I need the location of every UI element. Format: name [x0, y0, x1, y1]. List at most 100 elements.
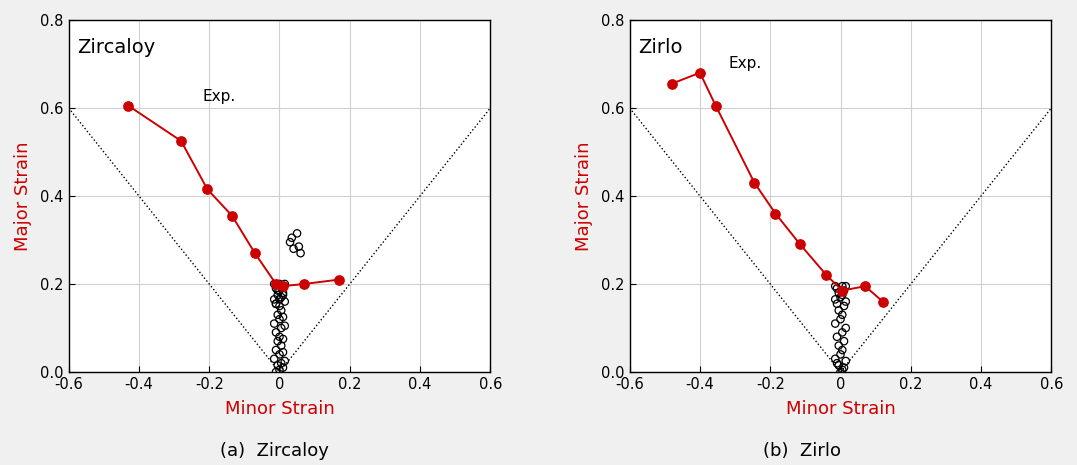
Point	[295, 280, 312, 288]
Point	[276, 322, 293, 330]
Point	[272, 324, 290, 332]
Text: (a)  Zircaloy: (a) Zircaloy	[220, 442, 330, 460]
Point	[247, 249, 264, 257]
Point	[271, 333, 289, 340]
Point	[267, 280, 284, 288]
Point	[831, 351, 849, 358]
Point	[827, 355, 844, 363]
Point	[271, 351, 289, 358]
Point	[271, 280, 289, 288]
Point	[834, 287, 851, 294]
Point	[276, 357, 293, 365]
Point	[275, 289, 292, 297]
Text: Zirlo: Zirlo	[639, 38, 683, 57]
Point	[834, 329, 851, 336]
Point	[827, 282, 844, 290]
Point	[827, 296, 844, 303]
Point	[837, 282, 854, 290]
Text: Exp.: Exp.	[728, 56, 761, 71]
Point	[269, 362, 286, 369]
X-axis label: Minor Strain: Minor Strain	[785, 400, 895, 418]
Point	[828, 359, 845, 367]
Point	[836, 302, 853, 310]
Text: Zircaloy: Zircaloy	[78, 38, 155, 57]
Point	[271, 302, 289, 310]
Text: Exp.: Exp.	[202, 89, 236, 104]
Point	[269, 338, 286, 345]
Point	[792, 241, 809, 248]
Point	[834, 282, 851, 290]
Point	[745, 179, 763, 186]
Point	[837, 298, 854, 306]
Point	[289, 230, 306, 237]
Point	[271, 296, 289, 303]
Point	[828, 300, 845, 307]
Point	[828, 333, 845, 340]
Point	[272, 306, 290, 314]
Point	[856, 282, 873, 290]
Point	[269, 287, 286, 294]
Point	[836, 287, 853, 294]
Point	[269, 291, 286, 299]
Point	[290, 243, 307, 250]
Point	[285, 245, 303, 252]
Point	[271, 287, 289, 294]
Point	[708, 102, 725, 109]
Point	[830, 342, 848, 349]
Point	[266, 355, 283, 363]
Point	[269, 311, 286, 319]
Point	[292, 249, 309, 257]
Point	[281, 239, 298, 246]
Point	[834, 291, 851, 299]
Point	[691, 69, 709, 76]
Point	[120, 102, 137, 109]
Point	[817, 272, 835, 279]
Point	[275, 291, 292, 299]
Point	[266, 280, 283, 288]
Point	[266, 320, 283, 327]
Point	[276, 298, 293, 306]
X-axis label: Minor Strain: Minor Strain	[225, 400, 334, 418]
Point	[836, 338, 853, 345]
Point	[331, 276, 348, 283]
Point	[275, 364, 292, 372]
Point	[267, 300, 284, 307]
Point	[272, 282, 290, 290]
Point	[663, 80, 681, 87]
Point	[223, 212, 240, 219]
Point	[267, 368, 284, 376]
Point	[275, 335, 292, 343]
Point	[830, 306, 848, 314]
Point	[837, 324, 854, 332]
Point	[827, 320, 844, 327]
Point	[834, 346, 851, 354]
Point	[276, 280, 293, 288]
Point	[834, 311, 851, 319]
Point	[830, 289, 848, 297]
Point	[283, 234, 300, 241]
Point	[267, 329, 284, 336]
Point	[267, 346, 284, 354]
Point	[831, 315, 849, 323]
Point	[272, 293, 290, 301]
Point	[267, 285, 284, 292]
Point	[834, 366, 851, 373]
Text: (b)  Zirlo: (b) Zirlo	[764, 442, 841, 460]
Y-axis label: Major Strain: Major Strain	[14, 141, 32, 251]
Point	[767, 210, 784, 217]
Point	[272, 359, 290, 367]
Point	[275, 313, 292, 321]
Point	[272, 282, 290, 290]
Point	[271, 315, 289, 323]
Point	[272, 342, 290, 349]
Point	[830, 362, 848, 369]
Point	[275, 282, 292, 290]
Point	[836, 364, 853, 372]
Point	[172, 137, 190, 145]
Point	[267, 300, 284, 307]
Point	[266, 296, 283, 303]
Point	[831, 293, 849, 301]
Point	[828, 285, 845, 292]
Point	[275, 348, 292, 356]
Y-axis label: Major Strain: Major Strain	[575, 141, 593, 251]
